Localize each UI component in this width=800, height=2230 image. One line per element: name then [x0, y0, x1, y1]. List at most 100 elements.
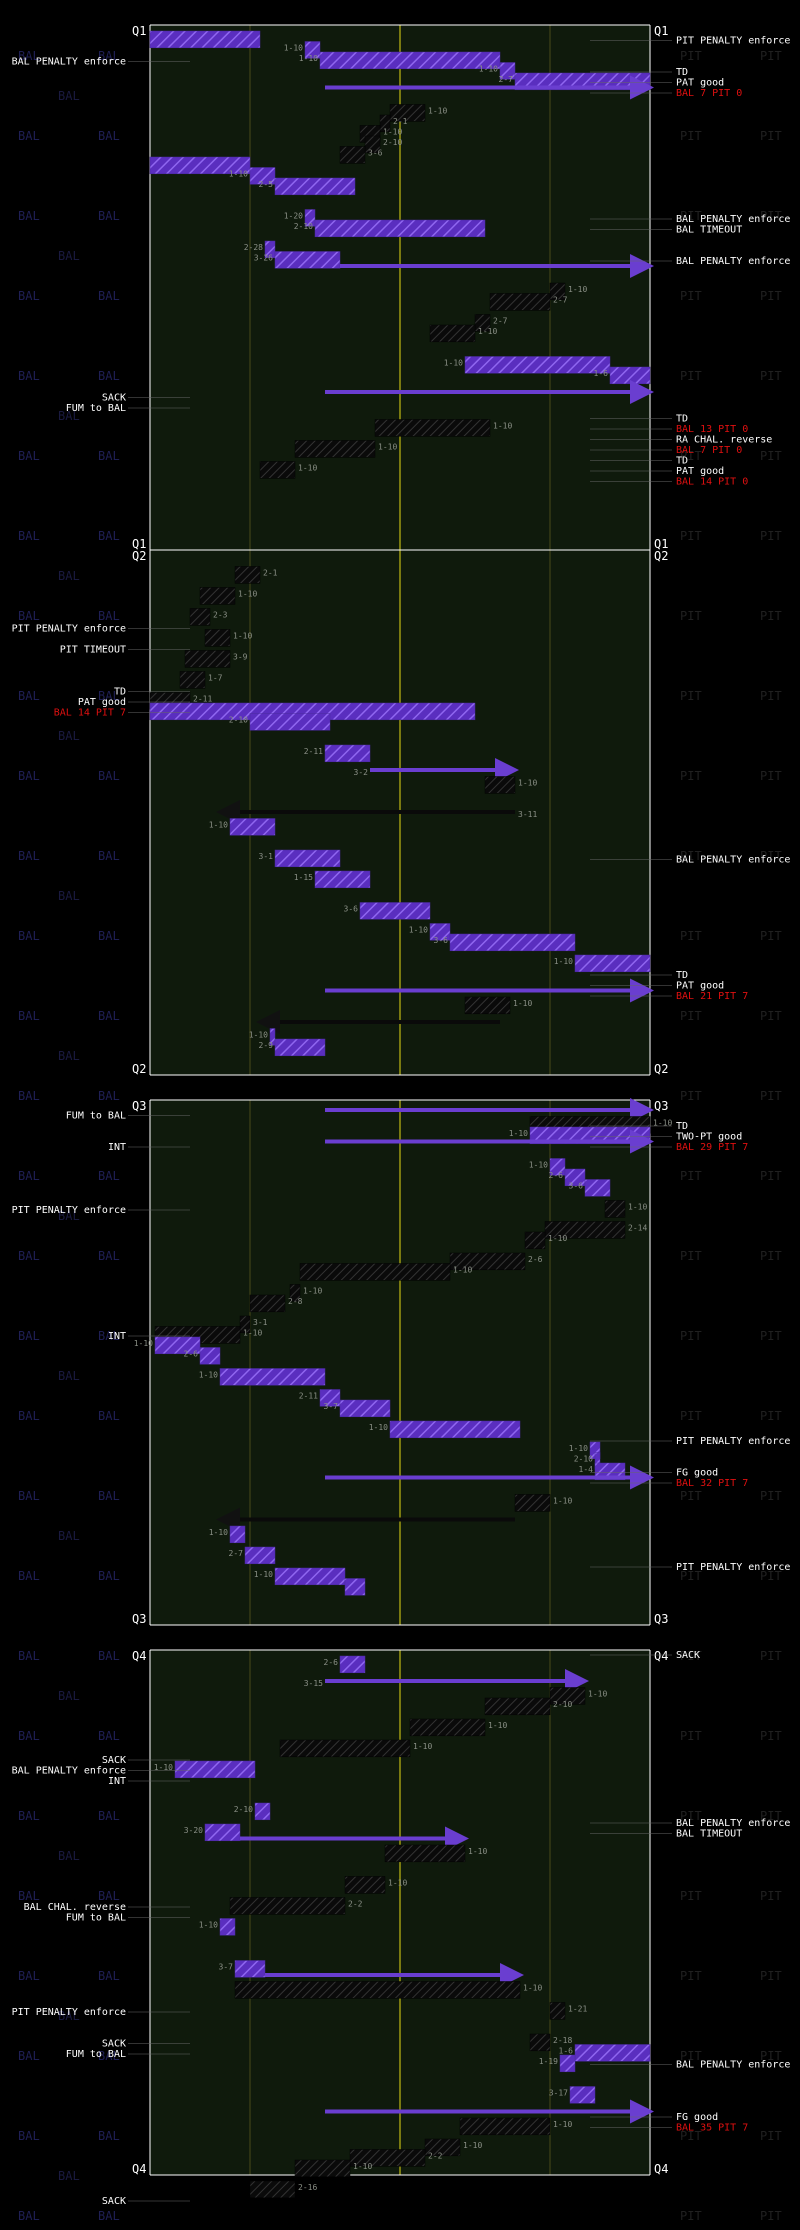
- team-watermark-right: PIT: [760, 1969, 782, 1983]
- team-watermark-right: PIT: [680, 369, 702, 383]
- team-watermark-right: PIT: [680, 209, 702, 223]
- bal-play-bar: [344, 1578, 366, 1596]
- team-watermark-left: BAL: [98, 1409, 120, 1423]
- pit-play-bar: [189, 608, 211, 626]
- left-annotation: PIT PENALTY enforce: [12, 2007, 126, 2018]
- right-annotation: TWO-PT good: [676, 1132, 742, 1143]
- left-annotation: BAL 14 PIT 7: [54, 708, 126, 719]
- play-down-label: 2-7: [229, 1549, 244, 1558]
- bal-play-bar: [254, 1802, 271, 1821]
- right-annotation: BAL 7 PIT 0: [676, 445, 742, 456]
- pit-play-bar: [279, 1739, 411, 1758]
- play-down-label: 2-3: [213, 611, 228, 620]
- bal-play-bar: [449, 933, 576, 952]
- play-down-label: 1-10: [554, 957, 573, 966]
- right-annotation: BAL 7 PIT 0: [676, 88, 742, 99]
- play-down-label: 3-20: [184, 1826, 203, 1835]
- team-watermark-right: PIT: [680, 1329, 702, 1343]
- play-down-label: 1-10: [513, 999, 532, 1008]
- play-down-label: 1-10: [284, 44, 303, 53]
- bal-play-bar: [314, 219, 486, 238]
- team-watermark-right: PIT: [760, 49, 782, 63]
- play-down-label: 3-26: [254, 254, 273, 263]
- play-down-label: 1-20: [284, 212, 303, 221]
- team-watermark-left: BAL: [58, 2009, 80, 2023]
- right-annotation: PIT PENALTY enforce: [676, 1436, 790, 1447]
- bal-play-bar: [499, 62, 516, 80]
- play-down-label: 3-11: [518, 810, 537, 819]
- bal-play-bar: [149, 30, 261, 49]
- left-annotation: TD: [114, 687, 126, 698]
- team-watermark-left: BAL: [18, 1089, 40, 1103]
- team-watermark-right: PIT: [760, 209, 782, 223]
- team-watermark-left: BAL: [58, 1209, 80, 1223]
- team-watermark-left: BAL: [58, 1049, 80, 1063]
- play-down-label: 2-11: [193, 695, 212, 704]
- left-annotation: PIT PENALTY enforce: [12, 1205, 126, 1216]
- bal-play-bar: [274, 1567, 346, 1586]
- pit-play-bar: [249, 1294, 286, 1313]
- right-annotation: BAL 13 PIT 0: [676, 424, 748, 435]
- team-watermark-left: BAL: [58, 2169, 80, 2183]
- pit-play-bar: [234, 1981, 521, 1999]
- bal-play-bar: [269, 1028, 276, 1046]
- play-down-label: 1-6: [594, 369, 609, 378]
- pit-play-bar: [529, 2033, 551, 2052]
- bal-play-bar: [249, 713, 331, 731]
- pit-play-bar: [409, 1718, 486, 1737]
- pit-play-bar: [459, 2117, 551, 2136]
- play-down-label: 3-6: [569, 1182, 584, 1191]
- play-down-label: 2-10: [553, 1700, 572, 1709]
- quarter-label: Q2: [654, 549, 668, 563]
- quarter-label: Q4: [654, 1649, 668, 1663]
- team-watermark-left: BAL: [58, 1369, 80, 1383]
- bal-play-bar: [464, 356, 611, 374]
- bal-play-bar: [244, 1546, 276, 1565]
- bal-play-bar: [149, 156, 251, 175]
- play-down-label: 2-2: [428, 2152, 443, 2161]
- team-watermark-left: BAL: [98, 1729, 120, 1743]
- bal-play-bar: [199, 1347, 221, 1365]
- bal-play-bar: [264, 240, 276, 259]
- play-down-label: 1-10: [409, 926, 428, 935]
- right-annotation: RA CHAL. reverse: [676, 435, 772, 446]
- right-annotation: SACK: [676, 1650, 700, 1661]
- quarter-label: Q1: [654, 24, 668, 38]
- pit-play-bar: [374, 419, 491, 437]
- team-watermark-left: BAL: [98, 289, 120, 303]
- team-watermark-left: BAL: [58, 729, 80, 743]
- pit-play-bar: [604, 1200, 626, 1218]
- pit-play-bar: [484, 1697, 551, 1716]
- team-watermark-right: PIT: [760, 1569, 782, 1583]
- play-down-label: 3-6: [434, 936, 449, 945]
- play-down-label: 1-10: [298, 464, 317, 473]
- team-watermark-left: BAL: [58, 89, 80, 103]
- team-watermark-left: BAL: [98, 369, 120, 383]
- play-down-label: 1-15: [294, 873, 313, 882]
- play-down-label: 1-10: [254, 1570, 273, 1579]
- pit-play-bar: [259, 461, 296, 479]
- play-down-label: 3-7: [324, 1402, 339, 1411]
- team-watermark-right: PIT: [760, 849, 782, 863]
- pit-play-bar: [184, 650, 231, 668]
- quarter-label: Q1: [654, 537, 668, 551]
- team-watermark-left: BAL: [98, 1009, 120, 1023]
- play-down-label: 1-10: [233, 632, 252, 641]
- pit-play-bar: [294, 2159, 351, 2178]
- bal-play-bar: [324, 744, 371, 763]
- play-down-label: 2-7: [493, 317, 508, 326]
- pit-play-bar: [549, 2002, 566, 2020]
- right-annotation: BAL TIMEOUT: [676, 225, 742, 236]
- left-annotation: INT: [108, 1331, 126, 1342]
- play-down-label: 1-6: [559, 2047, 574, 2056]
- left-annotation: SACK: [102, 393, 126, 404]
- team-watermark-right: PIT: [680, 1809, 702, 1823]
- play-down-label: 1-10: [199, 1921, 218, 1930]
- right-annotation: BAL 35 PIT 7: [676, 2123, 748, 2134]
- team-watermark-right: PIT: [760, 1889, 782, 1903]
- play-down-label: 2-9: [259, 1041, 274, 1050]
- team-watermark-right: PIT: [680, 1169, 702, 1183]
- play-down-label: 3-7: [219, 1963, 234, 1972]
- left-annotation: SACK: [102, 2196, 126, 2207]
